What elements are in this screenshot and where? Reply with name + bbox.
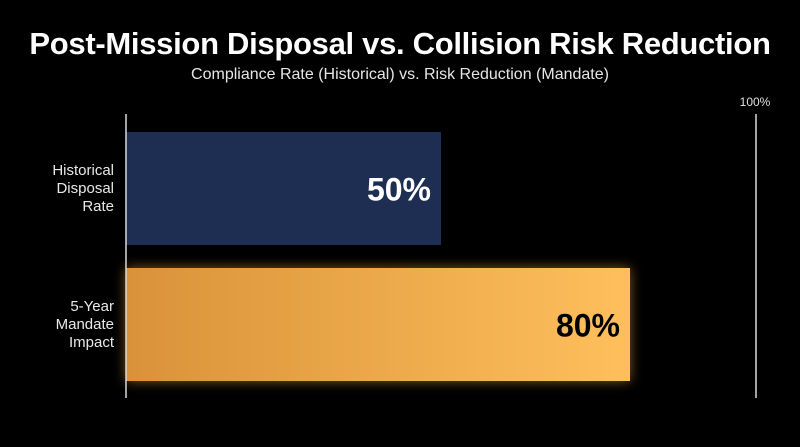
value-label-mandate: 80% — [556, 308, 620, 344]
category-label-mandate: 5-Year Mandate Impact — [0, 298, 114, 352]
bar-historical-disposal — [126, 132, 441, 245]
chart-title: Post-Mission Disposal vs. Collision Risk… — [29, 26, 771, 61]
category-label-historical: Historical Disposal Rate — [0, 162, 114, 216]
chart-subtitle: Compliance Rate (Historical) vs. Risk Re… — [191, 66, 609, 83]
category-label-line: 5-Year — [70, 297, 114, 315]
category-label-line: Impact — [68, 333, 114, 351]
axis-max-label: 100% — [739, 95, 771, 109]
category-label-line: Historical — [52, 161, 114, 179]
category-label-line: Mandate — [55, 315, 114, 333]
bar-mandate-impact — [126, 268, 630, 381]
value-label-historical: 50% — [367, 172, 431, 208]
category-label-line: Rate — [82, 197, 114, 215]
category-label-line: Disposal — [56, 179, 114, 197]
